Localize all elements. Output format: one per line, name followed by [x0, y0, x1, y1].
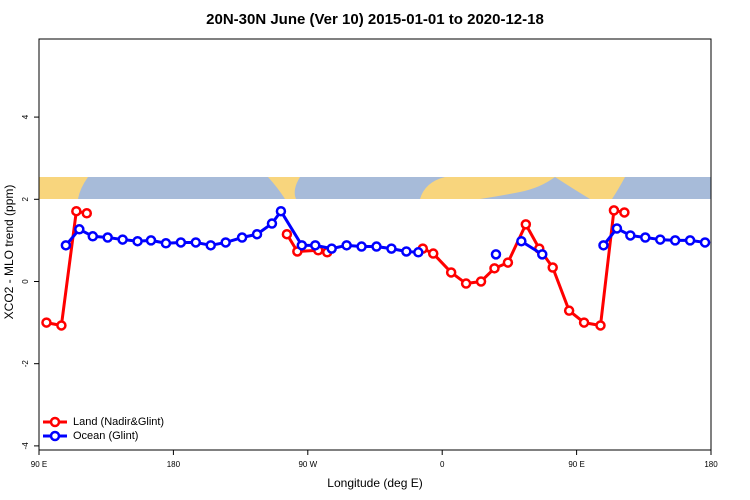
- point: [608, 205, 620, 216]
- plot-frame: [38, 38, 712, 451]
- point: [132, 235, 143, 247]
- point: [160, 238, 172, 249]
- point: [578, 317, 590, 328]
- series-line: [46, 208, 625, 327]
- point: [56, 320, 67, 331]
- point: [595, 320, 606, 331]
- legend-marker: [49, 416, 61, 428]
- point: [281, 228, 293, 240]
- point: [537, 249, 548, 260]
- point: [236, 232, 248, 243]
- point: [427, 248, 439, 259]
- y-tick-label: -2: [21, 360, 30, 368]
- point: [520, 219, 532, 230]
- point: [563, 305, 575, 316]
- point: [445, 267, 457, 278]
- point: [619, 207, 630, 218]
- point: [356, 241, 367, 252]
- point: [371, 241, 382, 252]
- point: [275, 205, 287, 217]
- point: [489, 263, 500, 274]
- point: [71, 205, 82, 217]
- point: [251, 228, 263, 240]
- point: [81, 208, 93, 219]
- point: [74, 224, 85, 235]
- point: [41, 317, 52, 328]
- y-tick-label: 4: [21, 114, 30, 119]
- point: [598, 240, 609, 251]
- point: [326, 243, 337, 254]
- legend-label: Ocean (Glint): [73, 430, 138, 442]
- y-tick-label: 0: [21, 279, 30, 284]
- point: [460, 278, 472, 289]
- point: [413, 247, 424, 258]
- legend-label: Land (Nadir&Glint): [73, 416, 164, 428]
- point: [502, 257, 514, 268]
- point: [611, 223, 623, 234]
- point: [516, 235, 527, 247]
- point: [475, 276, 487, 287]
- x-tick-label: 90 E: [31, 460, 47, 469]
- legend: Land (Nadir&Glint) Ocean (Glint): [43, 416, 164, 442]
- point: [684, 235, 696, 246]
- point: [401, 246, 412, 257]
- point: [654, 234, 666, 245]
- point: [220, 237, 231, 248]
- x-tick-label: 180: [704, 460, 718, 469]
- point: [296, 240, 308, 251]
- x-axis-label: Longitude (deg E): [327, 476, 422, 490]
- point: [60, 240, 72, 251]
- point: [175, 237, 187, 248]
- point: [266, 218, 278, 229]
- point: [625, 230, 636, 241]
- legend-marker: [49, 430, 61, 442]
- point: [640, 232, 651, 243]
- point: [205, 240, 216, 251]
- point: [669, 235, 681, 246]
- x-tick-label: 90 W: [298, 460, 317, 469]
- y-tick-label: -4: [21, 442, 30, 450]
- point: [699, 237, 711, 248]
- point: [341, 240, 352, 251]
- x-tick-label: 180: [167, 460, 181, 469]
- point: [190, 237, 202, 248]
- point: [117, 234, 128, 245]
- x-tick-label: 90 E: [568, 460, 584, 469]
- map-strip: [39, 177, 711, 199]
- point: [145, 235, 157, 246]
- point: [87, 231, 99, 242]
- point: [490, 249, 502, 260]
- chart-title: 20N-30N June (Ver 10) 2015-01-01 to 2020…: [206, 11, 544, 28]
- point: [386, 243, 397, 254]
- point: [547, 262, 558, 273]
- y-axis-label: XCO2 - MLO trend (ppm): [2, 185, 16, 320]
- x-tick-label: 0: [440, 460, 445, 469]
- y-tick-label: 2: [21, 197, 30, 202]
- point: [310, 240, 321, 251]
- point: [102, 232, 113, 243]
